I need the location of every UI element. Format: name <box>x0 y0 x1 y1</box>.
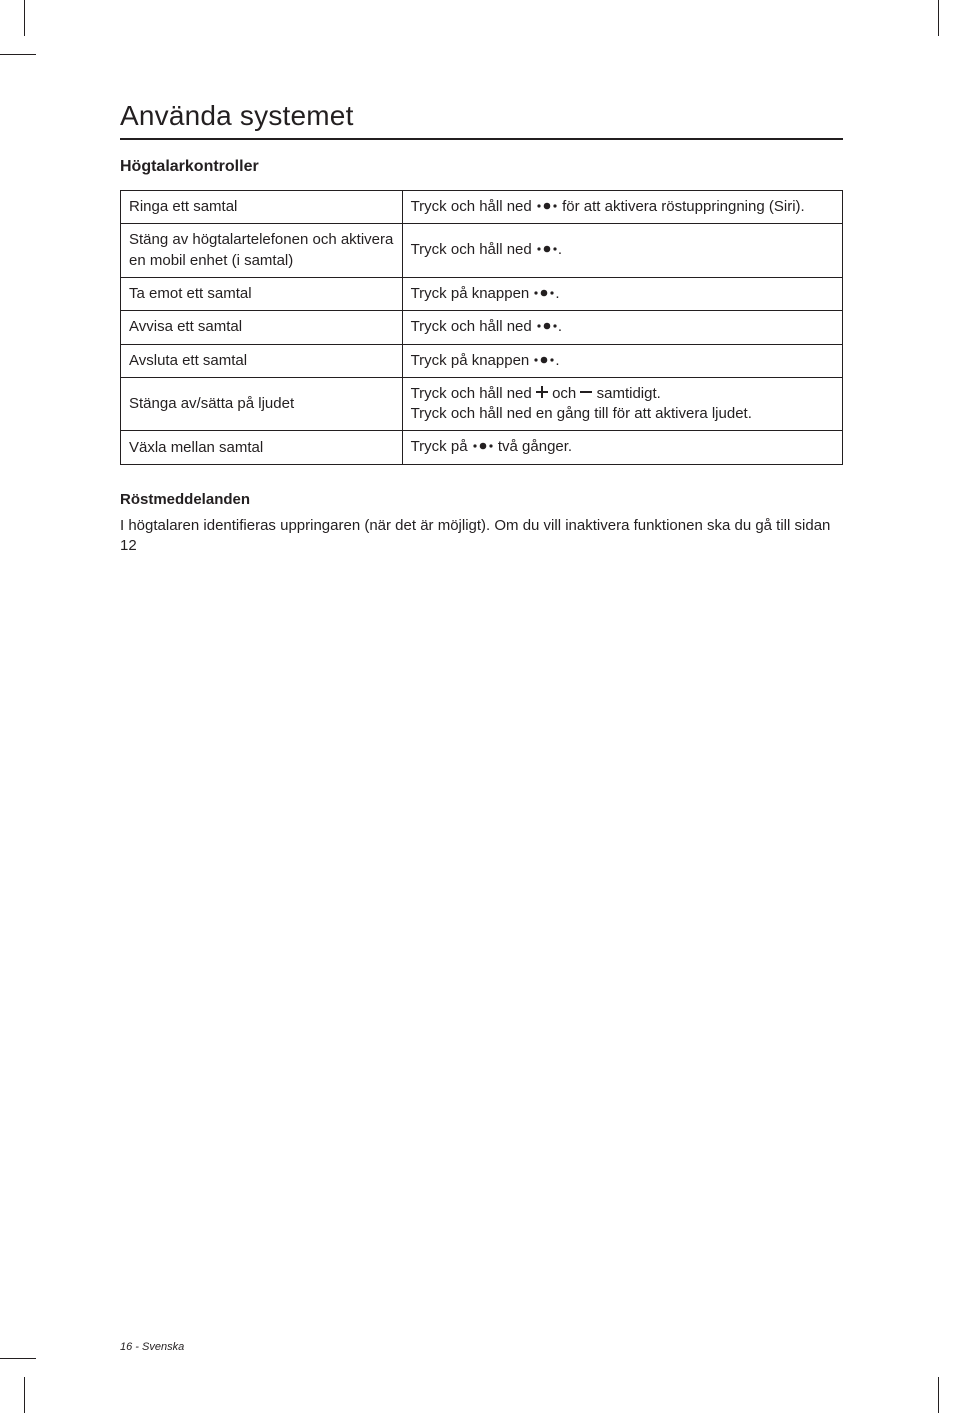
table-row: Stänga av/sätta på ljudetTryck och håll … <box>121 377 843 431</box>
table-cell-action: Stänga av/sätta på ljudet <box>121 377 403 431</box>
voice-messages-body: I högtalaren identifieras uppringaren (n… <box>120 516 843 557</box>
table-cell-instruction: Tryck och håll ned . <box>402 311 842 344</box>
table-cell-instruction: Tryck och håll ned . <box>402 224 842 278</box>
crop-mark <box>938 1377 939 1413</box>
page-content: Använda systemet Högtalarkontroller Ring… <box>120 100 843 1353</box>
table-row: Ringa ett samtalTryck och håll ned för a… <box>121 191 843 224</box>
section-subheading: Högtalarkontroller <box>120 158 843 176</box>
multifunction-button-icon <box>472 437 494 457</box>
table-cell-action: Växla mellan samtal <box>121 431 403 464</box>
table-cell-instruction: Tryck och håll ned och samtidigt.Tryck o… <box>402 377 842 431</box>
crop-mark <box>0 1358 36 1359</box>
multifunction-button-icon <box>533 351 555 371</box>
table-cell-action: Ringa ett samtal <box>121 191 403 224</box>
table-cell-instruction: Tryck och håll ned för att aktivera röst… <box>402 191 842 224</box>
table-row: Avvisa ett samtalTryck och håll ned . <box>121 311 843 344</box>
multifunction-button-icon <box>536 197 558 217</box>
multifunction-button-icon <box>536 317 558 337</box>
crop-mark <box>24 1377 25 1413</box>
crop-mark <box>24 0 25 36</box>
page-footer: 16 - Svenska <box>120 1341 184 1353</box>
plus-icon <box>536 384 548 404</box>
voice-messages-heading: Röstmeddelanden <box>120 491 843 508</box>
table-cell-instruction: Tryck på två gånger. <box>402 431 842 464</box>
table-cell-action: Ta emot ett samtal <box>121 277 403 310</box>
table-cell-action: Stäng av högtalartelefonen och aktivera … <box>121 224 403 278</box>
table-cell-instruction: Tryck på knappen . <box>402 277 842 310</box>
table-cell-action: Avsluta ett samtal <box>121 344 403 377</box>
page-title: Använda systemet <box>120 100 843 140</box>
crop-mark <box>0 54 36 55</box>
table-row: Avsluta ett samtalTryck på knappen . <box>121 344 843 377</box>
multifunction-button-icon <box>533 284 555 304</box>
crop-mark <box>938 0 939 36</box>
table-row: Ta emot ett samtalTryck på knappen . <box>121 277 843 310</box>
table-row: Växla mellan samtalTryck på två gånger. <box>121 431 843 464</box>
table-cell-instruction: Tryck på knappen . <box>402 344 842 377</box>
controls-table: Ringa ett samtalTryck och håll ned för a… <box>120 190 843 465</box>
table-cell-action: Avvisa ett samtal <box>121 311 403 344</box>
multifunction-button-icon <box>536 240 558 260</box>
table-row: Stäng av högtalartelefonen och aktivera … <box>121 224 843 278</box>
minus-icon <box>580 384 592 404</box>
